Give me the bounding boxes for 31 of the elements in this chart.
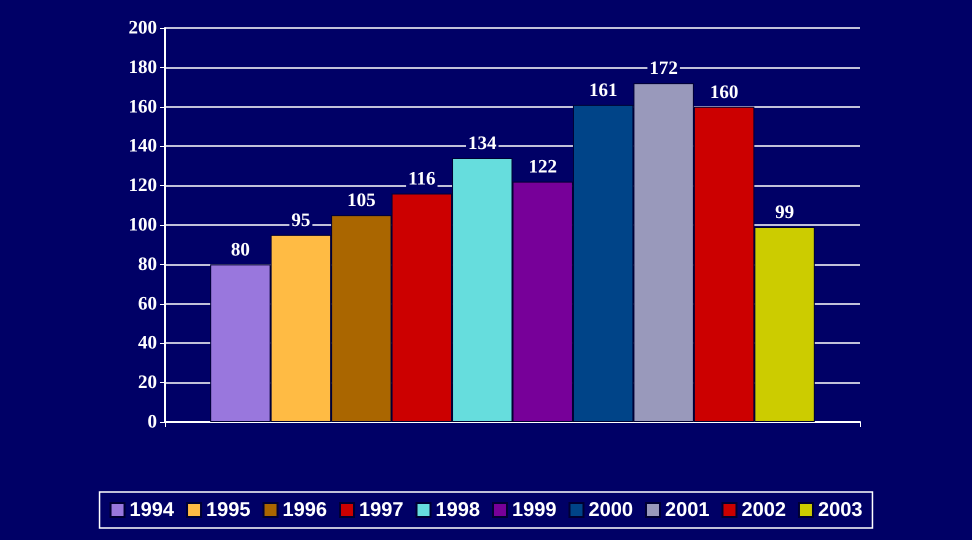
data-label: 95	[291, 210, 310, 231]
legend-label: 2000	[588, 499, 633, 521]
y-tick-label: 180	[128, 56, 157, 78]
data-label: 161	[588, 80, 618, 101]
legend-label: 1998	[436, 499, 480, 521]
legend-label: 2003	[818, 499, 862, 521]
y-tick-label: 160	[128, 96, 157, 118]
data-label: 116	[408, 168, 436, 190]
y-tick-label: 0	[148, 412, 157, 432]
data-label: 122	[528, 156, 557, 178]
y-tick-label: 80	[138, 254, 157, 275]
legend-label: 1999	[512, 499, 556, 521]
y-tick-label: 60	[138, 293, 157, 314]
legend-label: 1997	[359, 499, 404, 521]
data-label: 99	[775, 202, 794, 223]
legend-label: 1995	[206, 499, 251, 521]
y-tick-label: 200	[128, 18, 157, 38]
data-label: 172	[649, 58, 678, 80]
y-tick-label: 140	[128, 136, 157, 157]
legend-label: 2002	[741, 499, 786, 521]
legend-label: 2001	[664, 499, 710, 521]
data-label: 80	[230, 239, 250, 260]
y-tick-label: 100	[128, 214, 157, 236]
y-tick-label: 40	[138, 332, 157, 354]
legend-label: 1994	[130, 499, 175, 521]
legend-label: 1996	[282, 499, 328, 521]
data-label: 105	[347, 190, 376, 212]
data-label: 160	[710, 82, 738, 103]
y-tick-label: 20	[138, 372, 157, 394]
data-label: 134	[468, 133, 498, 154]
y-tick-label: 120	[128, 175, 157, 196]
